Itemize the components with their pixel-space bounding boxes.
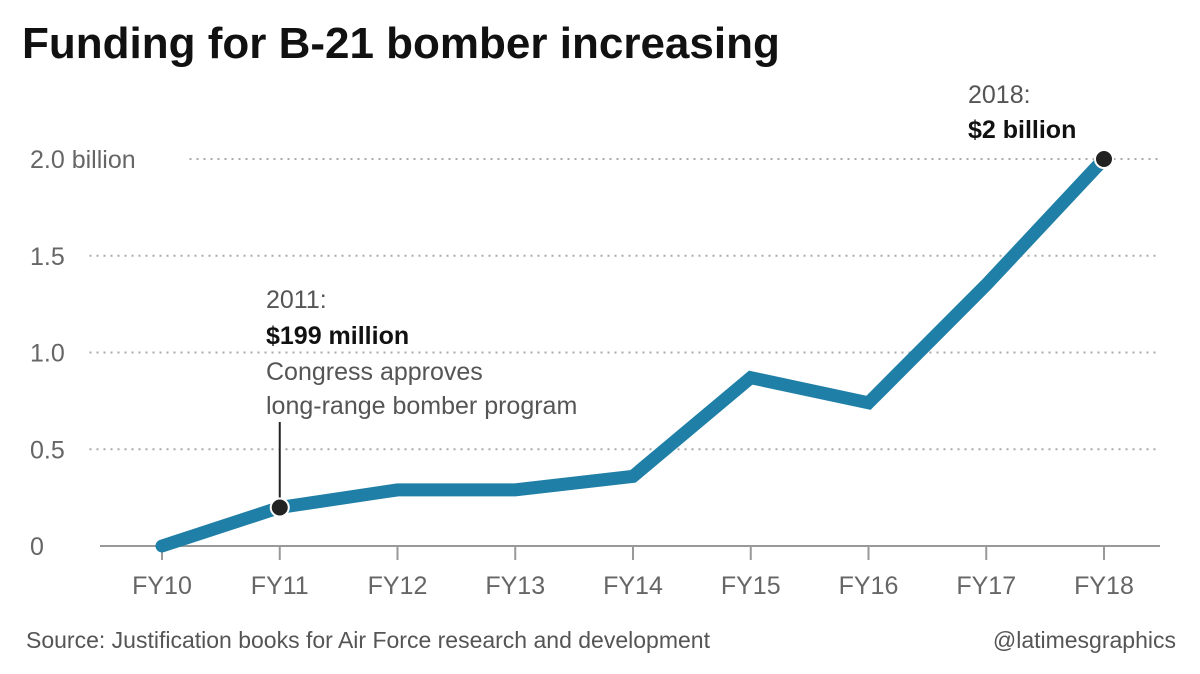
series-line [155, 152, 1111, 553]
chart-title: Funding for B-21 bomber increasing [22, 19, 780, 68]
x-tick-label: FY15 [721, 572, 781, 600]
x-tick-label: FY16 [839, 572, 899, 600]
x-tick-label: FY17 [956, 572, 1016, 600]
annotation-note: long-range bomber program [266, 392, 577, 420]
annotation-value: $2 billion [968, 116, 1076, 144]
annotation-note: Congress approves [266, 358, 483, 386]
y-tick-label: 1.5 [30, 243, 65, 271]
annotation-value: $199 million [266, 322, 409, 350]
credit-label: @latimesgraphics [993, 627, 1176, 653]
y-tick-label: 2.0 billion [30, 146, 136, 174]
data-point [985, 283, 988, 286]
annotation-label: 2018: [968, 81, 1031, 109]
x-tick-label: FY13 [485, 572, 545, 600]
series-layer [155, 152, 1111, 553]
y-tick-label: 0 [30, 533, 44, 561]
x-tick-label: FY12 [368, 572, 428, 600]
x-tick-label: FY14 [603, 572, 663, 600]
data-point [749, 376, 752, 379]
gridlines [89, 158, 1160, 547]
data-point [161, 545, 163, 547]
annotation-marker [269, 497, 290, 518]
x-tick-label: FY10 [132, 572, 192, 600]
source-note: Source: Justification books for Air Forc… [26, 627, 711, 653]
data-point [632, 475, 634, 478]
y-tick-label: 0.5 [30, 436, 65, 464]
x-tick-label: FY11 [251, 572, 309, 600]
data-point [514, 488, 517, 491]
annotations: 2011: $199 million Congress approves long-r… [266, 81, 1114, 518]
annotation-marker [1094, 149, 1114, 169]
data-point [867, 401, 870, 404]
y-axis-ticks: 0 0.5 1.0 1.5 2.0 billion [30, 146, 136, 561]
x-tick-label: FY18 [1074, 572, 1134, 600]
x-axis-ticks: FY10 FY11 FY12 FY13 FY14 FY15 FY16 FY17 FY18 [132, 546, 1134, 600]
y-tick-label: 1.0 [30, 340, 65, 368]
annotation-label: 2011: [266, 286, 327, 314]
data-point [396, 488, 399, 491]
